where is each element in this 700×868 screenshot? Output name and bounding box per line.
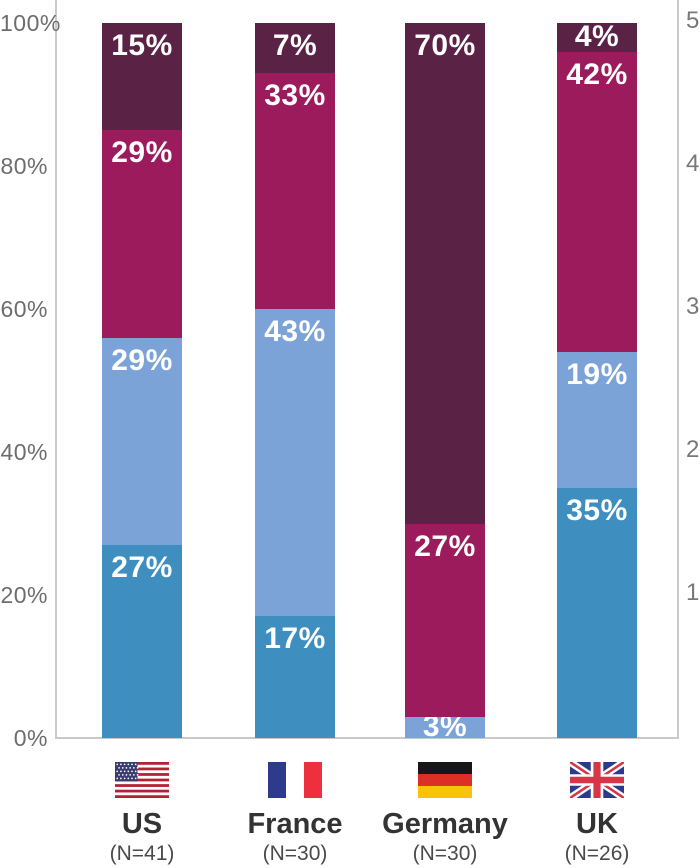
- bar-segment-us-bottom-dark-blue: 27%: [102, 544, 182, 738]
- sample-size-label: (N=26): [564, 842, 630, 865]
- bar-segment-us-top-dark-maroon: 15%: [102, 23, 182, 131]
- right-tick-label: 3: [686, 293, 700, 320]
- segment-data-label: 15%: [111, 29, 173, 62]
- bar-segment-france-magenta: 33%: [255, 73, 335, 309]
- country-label: US: [121, 808, 163, 840]
- segment-data-label: 17%: [264, 622, 326, 656]
- segment-data-label: 70%: [414, 29, 476, 62]
- segment-data-label: 29%: [111, 136, 173, 170]
- segment-data-label: 43%: [264, 315, 326, 348]
- right-tick-label: 2: [686, 436, 700, 463]
- left-tick-label: 40%: [0, 439, 48, 465]
- legend-item-uk: UK (N=26): [537, 762, 657, 865]
- left-tick-label: 0%: [13, 725, 48, 751]
- segment-data-label: 29%: [111, 343, 173, 377]
- country-label: UK: [576, 808, 618, 840]
- bar-segment-france-top-dark-maroon: 7%: [255, 23, 335, 74]
- segment-data-label: 27%: [414, 529, 476, 563]
- right-tick-label: 5: [686, 7, 700, 34]
- bar-segment-germany-magenta: 27%: [405, 523, 485, 717]
- germany-flag-icon: [418, 762, 472, 798]
- segment-data-label: 19%: [566, 357, 628, 391]
- bar-segment-germany-light-blue: 3%: [405, 710, 485, 743]
- france-flag-icon: [268, 762, 322, 798]
- right-tick-label: 4: [686, 150, 700, 177]
- left-tick-label: 80%: [0, 153, 48, 179]
- segment-data-label: 35%: [566, 493, 628, 527]
- x-axis-line: [55, 737, 679, 739]
- left-tick-label: 100%: [0, 10, 61, 36]
- left-tick-label: 20%: [0, 582, 48, 608]
- bar-segment-uk-top-dark-maroon: 4%: [557, 20, 637, 54]
- left-axis-line: [55, 0, 57, 738]
- legend-item-us: US (N=41): [82, 762, 202, 865]
- segment-data-label: 4%: [574, 20, 620, 54]
- country-label: Germany: [382, 808, 508, 840]
- country-label: France: [247, 808, 343, 840]
- legend-item-france: France (N=30): [235, 762, 355, 865]
- us-flag-icon: [115, 762, 169, 798]
- bar-segment-uk-magenta: 42%: [557, 51, 637, 352]
- right-tick-label: 1: [686, 579, 700, 606]
- uk-flag-icon: [570, 762, 624, 798]
- bar-segment-uk-light-blue: 19%: [557, 351, 637, 488]
- sample-size-label: (N=30): [262, 842, 328, 865]
- segment-data-label: 33%: [264, 79, 326, 113]
- sample-size-label: (N=41): [109, 842, 175, 865]
- bar-segment-us-magenta: 29%: [102, 130, 182, 338]
- bar-segment-france-light-blue: 43%: [255, 309, 335, 617]
- bar-segment-uk-bottom-dark-blue: 35%: [557, 487, 637, 738]
- segment-data-label: 27%: [111, 550, 173, 584]
- bar-segment-germany-top-dark-maroon: 70%: [405, 23, 485, 524]
- segment-data-label: 7%: [272, 29, 318, 62]
- left-tick-label: 60%: [0, 296, 48, 322]
- legend-item-germany: Germany (N=30): [382, 762, 508, 865]
- bar-segment-us-light-blue: 29%: [102, 337, 182, 545]
- sample-size-label: (N=30): [412, 842, 478, 865]
- right-axis-line: [677, 0, 679, 738]
- segment-data-label: 42%: [566, 57, 628, 91]
- bar-segment-france-bottom-dark-blue: 17%: [255, 616, 335, 738]
